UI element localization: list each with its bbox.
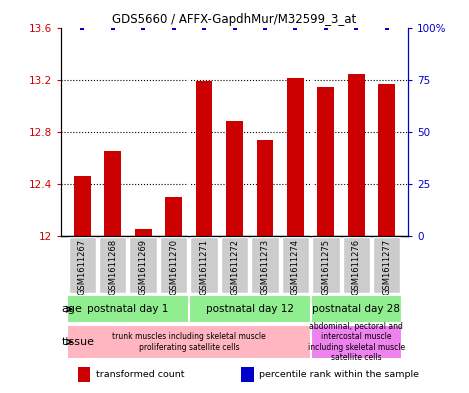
Bar (165, 197, 182, 236)
FancyBboxPatch shape (190, 237, 218, 294)
Text: postnatal day 12: postnatal day 12 (206, 304, 294, 314)
FancyBboxPatch shape (99, 237, 127, 294)
Text: postnatal day 1: postnatal day 1 (87, 304, 169, 314)
Text: GSM1611274: GSM1611274 (291, 239, 300, 295)
Text: GSM1611271: GSM1611271 (199, 239, 209, 295)
Text: GSM1611268: GSM1611268 (108, 239, 117, 295)
Text: GSM1611276: GSM1611276 (352, 239, 361, 295)
FancyBboxPatch shape (251, 237, 279, 294)
Bar (318, 88, 334, 236)
Text: GSM1611270: GSM1611270 (169, 239, 178, 295)
Bar (287, 78, 304, 236)
FancyBboxPatch shape (310, 296, 402, 323)
Bar (378, 84, 395, 236)
Text: tissue: tissue (61, 337, 95, 347)
FancyBboxPatch shape (160, 237, 187, 294)
Text: postnatal day 28: postnatal day 28 (312, 304, 400, 314)
FancyBboxPatch shape (67, 296, 189, 323)
Bar (348, 74, 364, 236)
FancyBboxPatch shape (129, 237, 157, 294)
Text: age: age (61, 304, 83, 314)
Text: abdominal, pectoral and
intercostal muscle
including skeletal muscle
satellite c: abdominal, pectoral and intercostal musc… (308, 322, 405, 362)
Bar (104, 151, 121, 236)
FancyBboxPatch shape (373, 237, 401, 294)
FancyBboxPatch shape (221, 237, 248, 294)
FancyBboxPatch shape (189, 296, 310, 323)
Text: GSM1611272: GSM1611272 (230, 239, 239, 295)
Text: GSM1611267: GSM1611267 (78, 239, 87, 295)
Text: GSM1611273: GSM1611273 (260, 239, 270, 295)
FancyBboxPatch shape (282, 237, 309, 294)
Bar (74, 176, 91, 236)
Text: transformed count: transformed count (96, 370, 184, 379)
Bar (242, 367, 254, 382)
Text: GSM1611275: GSM1611275 (321, 239, 330, 295)
Text: trunk muscles including skeletal muscle
proliferating satellite cells: trunk muscles including skeletal muscle … (112, 332, 266, 352)
FancyBboxPatch shape (310, 325, 402, 359)
Bar (226, 121, 243, 236)
FancyBboxPatch shape (67, 325, 310, 359)
FancyBboxPatch shape (312, 237, 340, 294)
Bar (135, 230, 151, 236)
Bar (257, 140, 273, 236)
Bar (78, 367, 91, 382)
FancyBboxPatch shape (342, 237, 370, 294)
Text: GSM1611277: GSM1611277 (382, 239, 391, 295)
FancyBboxPatch shape (68, 237, 96, 294)
Text: percentile rank within the sample: percentile rank within the sample (259, 370, 419, 379)
Bar (196, 81, 212, 236)
Text: GSM1611269: GSM1611269 (139, 239, 148, 295)
Title: GDS5660 / AFFX-GapdhMur/M32599_3_at: GDS5660 / AFFX-GapdhMur/M32599_3_at (113, 13, 356, 26)
